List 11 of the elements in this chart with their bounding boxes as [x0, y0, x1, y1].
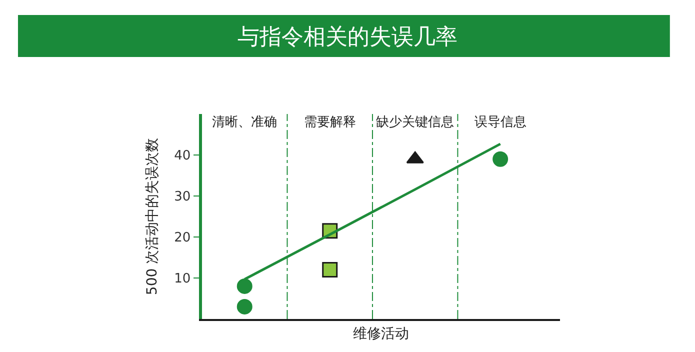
x-tick-label: 清晰、准确 [212, 115, 278, 130]
y-tick-label: 40 [174, 148, 191, 164]
x-tick-label: 误导信息 [474, 115, 526, 130]
x-axis-title: 维修活动 [353, 326, 409, 342]
x-tick-label: 缺少关键信息 [376, 115, 454, 130]
y-tick-label: 20 [174, 230, 191, 246]
y-axis-title: 500 次活动中的失误次数 [144, 138, 161, 296]
y-tick-label: 10 [174, 272, 191, 287]
chart-title: 与指令相关的失误几率 [238, 24, 458, 50]
x-tick-label: 需要解释 [304, 115, 356, 130]
y-tick-label: 30 [174, 190, 191, 205]
